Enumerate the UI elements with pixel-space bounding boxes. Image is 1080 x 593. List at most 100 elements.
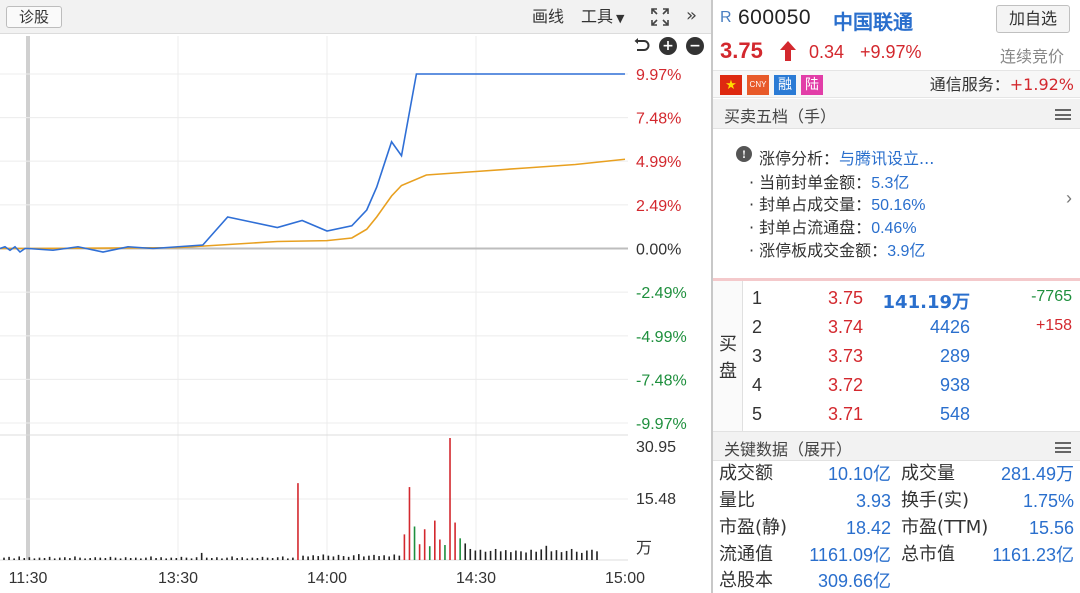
analysis-title-label: 涨停分析： bbox=[759, 149, 840, 168]
sector-label: 通信服务： bbox=[929, 75, 1010, 94]
tools-label: 工具 bbox=[581, 7, 614, 26]
y-tick-label: -9.97% bbox=[636, 416, 687, 433]
price-change: 0.34 bbox=[809, 42, 845, 62]
analysis-row-value: 0.46% bbox=[871, 220, 917, 237]
key-data-value: 3.93 bbox=[855, 491, 891, 511]
up-arrow-icon bbox=[779, 40, 797, 62]
analysis-row-label: · 封单占成交量： bbox=[749, 195, 872, 214]
x-tick-label: 13:30 bbox=[158, 570, 198, 587]
key-data-value: 18.42 bbox=[845, 518, 891, 538]
analysis-row-value: 50.16% bbox=[871, 197, 926, 214]
bid-row[interactable]: 3 3.73 289 bbox=[743, 341, 1080, 370]
bid-level: 3 bbox=[752, 346, 763, 366]
intraday-chart-panel: 9.97% 7.48% 4.99% 2.49% 0.00% -2.49% -4.99% -7.… bbox=[0, 0, 712, 593]
bid-volume: 4426 bbox=[929, 317, 970, 337]
key-data-value: 15.56 bbox=[1028, 518, 1074, 538]
analysis-row-label: · 封单占流通盘： bbox=[749, 218, 872, 237]
bid-row[interactable]: 1 3.75 141.19万 -7765 bbox=[743, 283, 1080, 313]
volume-tick-label: 15.48 bbox=[636, 491, 676, 508]
draw-line-button[interactable]: 画线 bbox=[532, 7, 565, 26]
sector-change-value: +1.92% bbox=[1009, 75, 1074, 94]
stock-connect-tag[interactable]: 陆 bbox=[801, 75, 823, 95]
current-price: 3.75 bbox=[720, 38, 763, 63]
key-data-section-header[interactable]: 关键数据（展开） bbox=[713, 431, 1080, 461]
bid-row[interactable]: 2 3.74 4426 +158 bbox=[743, 312, 1080, 341]
key-data-label: 换手(实) bbox=[901, 490, 970, 511]
analysis-row-label: · 当前封单金额： bbox=[749, 173, 872, 192]
analysis-row: · 封单占成交量：50.16% bbox=[749, 191, 925, 215]
price-line bbox=[0, 73, 625, 254]
key-data-value: 309.66亿 bbox=[817, 571, 891, 591]
stock-code: 600050 bbox=[738, 6, 812, 29]
menu-icon[interactable] bbox=[1055, 109, 1071, 120]
double-chevron-right-icon[interactable]: » bbox=[686, 5, 698, 26]
key-data-value: 1161.09亿 bbox=[809, 545, 891, 565]
bid-price: 3.71 bbox=[828, 404, 864, 424]
y-tick-label: 7.48% bbox=[636, 111, 681, 128]
caret-down-icon: ▼ bbox=[616, 12, 625, 25]
quote-panel: R 600050 中国联通 加自选 3.75 0.34 +9.97% 连续竞价 … bbox=[713, 0, 1080, 593]
key-data-label: 量比 bbox=[719, 490, 755, 511]
chevron-right-icon[interactable]: › bbox=[1066, 188, 1072, 208]
key-data-label: 市盈(静) bbox=[719, 517, 788, 538]
analysis-row-value: 3.9亿 bbox=[887, 243, 926, 260]
tools-menu-button[interactable]: 工具 ▼ bbox=[581, 6, 624, 30]
bid-volume: 289 bbox=[939, 346, 970, 366]
analysis-news-link[interactable]: 与腾讯设立... bbox=[839, 149, 935, 168]
y-tick-label: -4.99% bbox=[636, 329, 687, 346]
key-data-label: 流通值 bbox=[719, 544, 773, 565]
y-tick-label: -2.49% bbox=[636, 285, 687, 302]
bid-level: 5 bbox=[752, 404, 763, 424]
info-icon: ! bbox=[736, 146, 752, 162]
analysis-row: · 涨停板成交金额：3.9亿 bbox=[749, 237, 925, 261]
intraday-chart[interactable]: 9.97% 7.48% 4.99% 2.49% 0.00% -2.49% -4.99% -7.… bbox=[0, 0, 712, 593]
y-tick-label: 4.99% bbox=[636, 154, 681, 171]
average-price-line bbox=[0, 158, 626, 250]
bid-price: 3.73 bbox=[828, 346, 864, 366]
key-data-label: 市盈(TTM) bbox=[901, 517, 989, 538]
bid-level: 1 bbox=[752, 288, 763, 308]
diagnose-stock-button[interactable]: 诊股 bbox=[6, 6, 62, 28]
key-data-value: 1161.23亿 bbox=[992, 545, 1074, 565]
volume-unit-label: 万 bbox=[636, 540, 652, 557]
key-data-value: 1.75% bbox=[1022, 491, 1074, 511]
trading-status: 连续竞价 bbox=[1000, 47, 1065, 66]
key-data-value: 281.49万 bbox=[1000, 464, 1074, 484]
bid-side-char-1: 买 bbox=[719, 334, 737, 355]
chart-toolbar: 诊股 画线 工具 ▼ » bbox=[0, 0, 712, 34]
y-tick-label: 2.49% bbox=[636, 198, 681, 215]
limit-up-analysis[interactable]: ! 涨停分析：与腾讯设立... · 当前封单金额：5.3亿 · 封单占成交量：5… bbox=[713, 130, 1080, 278]
order-book-bids: 买 盘 1 3.75 141.19万 -7765 2 3.74 4426 +15… bbox=[713, 281, 1080, 431]
menu-icon[interactable] bbox=[1055, 442, 1071, 453]
key-data-label: 总市值 bbox=[901, 544, 955, 565]
bid-price: 3.74 bbox=[828, 317, 864, 337]
key-data-value: 10.10亿 bbox=[827, 464, 891, 484]
analysis-title: 涨停分析：与腾讯设立... bbox=[759, 145, 934, 169]
fullscreen-icon[interactable] bbox=[650, 7, 670, 31]
analysis-row-value: 5.3亿 bbox=[871, 175, 910, 192]
bid-volume: 938 bbox=[939, 375, 970, 395]
cny-tag[interactable]: CNY bbox=[747, 75, 769, 95]
bid-price: 3.72 bbox=[828, 375, 864, 395]
x-tick-label: 11:30 bbox=[9, 570, 48, 587]
zoom-in-icon[interactable]: + bbox=[659, 37, 677, 55]
sector-change[interactable]: 通信服务：+1.92% bbox=[930, 75, 1074, 95]
china-flag-icon: ★ bbox=[720, 75, 742, 95]
volume-tick-label: 30.95 bbox=[636, 439, 676, 456]
zoom-out-icon[interactable]: − bbox=[686, 37, 704, 55]
y-tick-label: -7.48% bbox=[636, 372, 687, 389]
section-separator bbox=[713, 278, 1080, 281]
bid-row[interactable]: 4 3.72 938 bbox=[743, 370, 1080, 399]
order-book-section-title: 买卖五档（手） bbox=[724, 107, 837, 126]
order-book-section-header[interactable]: 买卖五档（手） bbox=[713, 99, 1080, 129]
add-to-watchlist-button[interactable]: 加自选 bbox=[996, 5, 1070, 33]
bid-row[interactable]: 5 3.71 548 bbox=[743, 399, 1080, 428]
analysis-row: · 当前封单金额：5.3亿 bbox=[749, 169, 909, 193]
margin-trading-tag[interactable]: 融 bbox=[774, 75, 796, 95]
bid-volume-change: -7765 bbox=[1031, 288, 1072, 305]
analysis-row: · 封单占流通盘：0.46% bbox=[749, 214, 917, 238]
undo-icon[interactable] bbox=[632, 37, 650, 55]
bid-level: 4 bbox=[752, 375, 763, 395]
stock-name[interactable]: 中国联通 bbox=[833, 10, 913, 34]
x-tick-label: 14:30 bbox=[456, 570, 496, 587]
